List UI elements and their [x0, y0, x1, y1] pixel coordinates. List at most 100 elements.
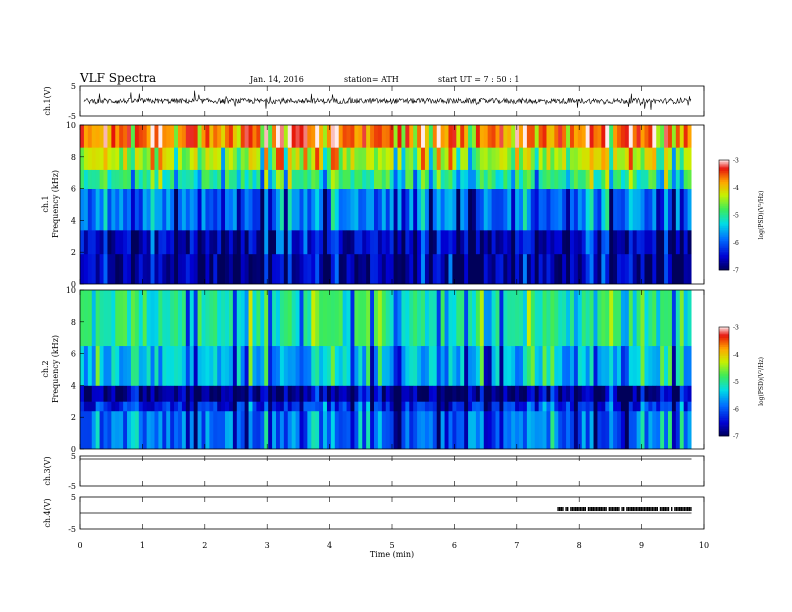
ch1-spectrogram-cell	[225, 253, 230, 284]
ch1-spectrogram-cell	[213, 125, 218, 148]
ch4-burst-pulse	[687, 507, 689, 511]
ch1-spectrogram-cell	[323, 229, 328, 255]
ch4-burst-pulse	[559, 507, 561, 511]
ch1-spectrogram-cell	[346, 188, 351, 231]
ch1-spectrogram-cell	[283, 125, 289, 148]
ch1-spectrogram-cell	[550, 229, 555, 255]
ch1-spectrogram-cell	[236, 169, 242, 189]
ch1-spectrogram-cell	[323, 253, 328, 284]
ch2-spectrogram-cell	[103, 401, 108, 412]
ch1-spectrogram-cell	[613, 147, 618, 170]
ch1-spectrogram-cell	[370, 253, 375, 284]
ch1-spectrogram-cell	[264, 169, 269, 189]
ch1-spectrogram-cell	[428, 125, 434, 148]
ch1-colorbar-frame	[718, 159, 730, 271]
ch2-spectrogram-cell	[315, 345, 320, 386]
ch4-burst-pulse	[661, 507, 663, 511]
ch1-spectrogram-cell	[174, 188, 179, 231]
ch1-spectrogram-cell	[491, 125, 496, 148]
ch2-spectrogram-cell	[346, 290, 351, 347]
ch2-spectrogram-cell	[346, 401, 351, 412]
ch1-spectrogram-cell	[225, 229, 230, 255]
ch2-spectrogram-cell	[170, 410, 175, 449]
ch2-spectrogram-cell	[381, 410, 387, 449]
ch1-spectrogram-cell	[338, 229, 344, 255]
ch2-spectrogram-cell	[154, 290, 159, 347]
ch4-burst-pulse	[634, 507, 636, 511]
ch2-spectrogram-cell	[456, 290, 461, 347]
ch1-spectrogram-cell	[464, 253, 469, 284]
ch1-spectrogram-cell	[687, 125, 692, 148]
ch2-spectrogram-cell	[228, 290, 234, 347]
ch1-spectrogram-cell	[679, 125, 685, 148]
ch1-spectrogram-cell	[413, 188, 418, 231]
ch1-spectrogram-cell	[315, 188, 320, 231]
ch2-spectrogram-cell	[479, 290, 485, 347]
ch1-spectrogram-cell	[276, 125, 281, 148]
ch2-spectrogram-cell	[299, 401, 304, 412]
ch1-spectrogram-cell	[323, 147, 328, 170]
ch4-burst-pulse	[613, 507, 615, 511]
ch1-spectrogram-cell	[330, 253, 336, 284]
ch1-spectrogram-cell	[562, 125, 567, 148]
ch4-burst-pulse	[623, 507, 625, 511]
ch1-spectrogram-cell	[146, 147, 151, 170]
ch2-spectrogram-cell	[358, 401, 363, 412]
ch1-spectrogram-cell	[315, 169, 320, 189]
ch2-spectrogram-cell	[472, 345, 477, 386]
ch1-spectrogram-cell	[287, 229, 293, 255]
ch2-spectrogram-cell	[397, 345, 402, 386]
ch2-spectrogram-cell	[389, 401, 394, 412]
ch1-spectrogram-ytick-label: 0	[71, 280, 76, 289]
ch1-spectrogram-cell	[456, 169, 461, 189]
ch2-spectrogram-cell	[354, 345, 359, 386]
ch2-spectrogram-cell	[315, 401, 320, 412]
ch2-spectrogram-cell	[307, 290, 312, 347]
ch2-spectrogram-cell	[385, 290, 391, 347]
ch1-spectrogram-cell	[530, 147, 536, 170]
ch1-spectrogram-cell	[91, 188, 97, 231]
ch2-spectrogram-cell	[620, 401, 626, 412]
ch1-spectrogram-cell	[279, 125, 285, 148]
ch1-spectrogram-cell	[683, 253, 688, 284]
ch2-spectrogram-cell	[601, 385, 606, 402]
ch2-spectrogram-cell	[609, 290, 614, 347]
ch1-spectrogram-cell	[632, 188, 638, 231]
ch2-spectrogram-cell	[166, 401, 171, 412]
ch1-spectrogram-cell	[178, 188, 183, 231]
ch2-spectrogram-cell	[581, 410, 587, 449]
ch2-spectrogram-cell	[244, 385, 249, 402]
ch1-spectrogram-cell	[593, 229, 598, 255]
ch1-spectrogram-cell	[268, 253, 273, 284]
ch1-spectrogram-cell	[534, 229, 540, 255]
ch2-spectrogram-cell	[636, 401, 641, 412]
ch2-colorbar-swatch	[719, 396, 729, 399]
ch1-spectrogram-cell	[205, 147, 210, 170]
ch2-spectrogram-cell	[534, 385, 540, 402]
ch1-spectrogram-cell	[260, 147, 265, 170]
ch1-spectrogram-cell	[217, 147, 222, 170]
ch2-colorbar-swatch	[719, 425, 729, 428]
ch1-spectrogram-cell	[134, 229, 140, 255]
ch1-spectrogram-cell	[507, 188, 512, 231]
ch2-spectrogram-cell	[236, 401, 242, 412]
ch2-spectrogram-cell	[640, 401, 645, 412]
ch2-spectrogram-cell	[628, 385, 634, 402]
ch2-spectrogram-cell	[256, 290, 261, 347]
ch2-spectrogram-cell	[103, 345, 108, 386]
ch2-spectrogram-cell	[664, 345, 669, 386]
ch4-burst-pulse	[579, 507, 582, 511]
ch2-spectrogram-cell	[264, 290, 269, 347]
ch1-spectrogram-cell	[577, 147, 583, 170]
ch2-spectrogram-cell	[464, 290, 469, 347]
ch1-spectrogram-cell	[95, 188, 100, 231]
ch2-spectrogram-cell	[236, 410, 242, 449]
ch1-spectrogram-cell	[440, 253, 445, 284]
ch1-spectrogram-cell	[197, 188, 202, 231]
ch1-spectrogram-cell	[507, 125, 512, 148]
ch2-colorbar-swatch	[719, 337, 729, 341]
ch4-burst-pulse	[675, 507, 678, 511]
x-tick-label: 9	[639, 541, 644, 550]
ch2-spectrogram-cell	[307, 401, 312, 412]
ch1-spectrogram-cell	[158, 169, 163, 189]
